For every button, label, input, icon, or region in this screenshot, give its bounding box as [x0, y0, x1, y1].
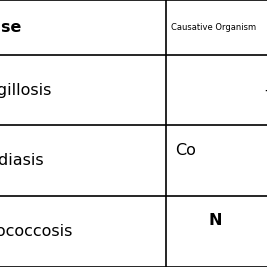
Text: -: - [264, 83, 267, 98]
Text: Aspergillosis: Aspergillosis [0, 83, 52, 98]
Text: Causative Organism: Causative Organism [171, 23, 256, 32]
Text: Co: Co [175, 143, 196, 158]
Text: Disease: Disease [0, 20, 22, 35]
Text: Candidiasis: Candidiasis [0, 153, 44, 168]
Text: Cryptococcosis: Cryptococcosis [0, 224, 72, 239]
Text: N: N [208, 213, 222, 229]
